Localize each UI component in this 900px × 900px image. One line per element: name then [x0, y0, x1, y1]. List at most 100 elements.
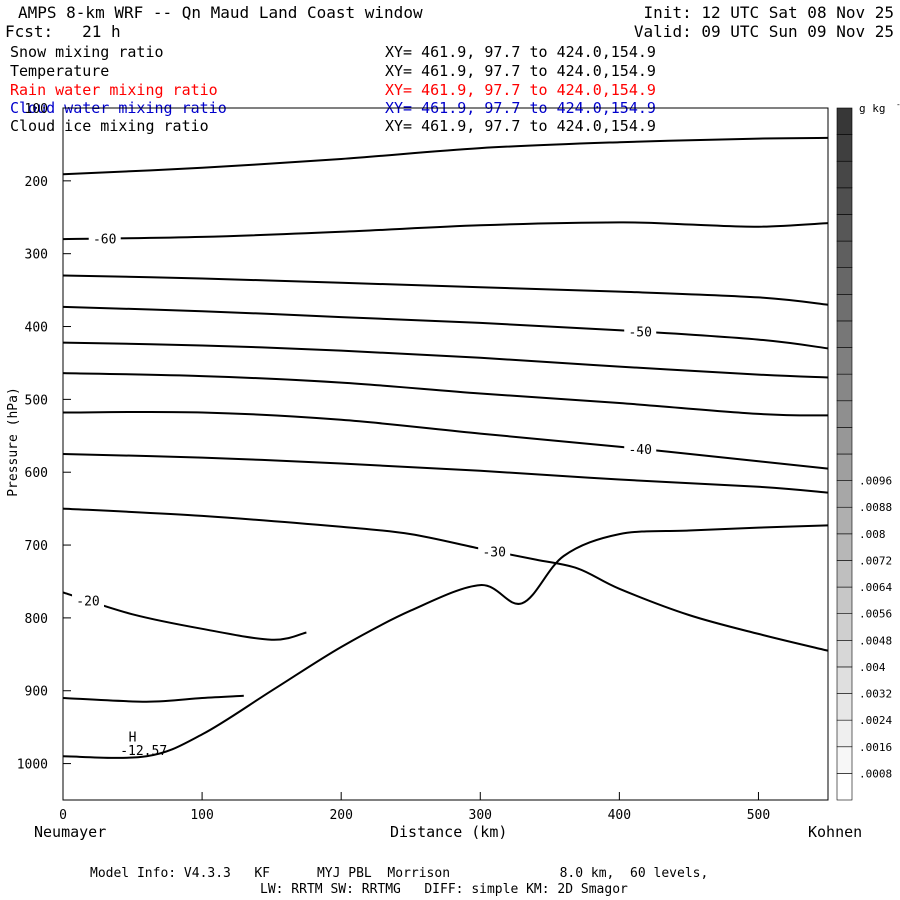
x-tick-label: 200 — [329, 808, 352, 823]
y-axis: 100 200 300 400 500 600 700 800 900 1000 — [17, 102, 71, 773]
terrain-surface — [62, 524, 829, 759]
colorbar-cell — [836, 506, 853, 535]
y-tick-label: 300 — [25, 248, 48, 263]
colorbar-cell — [836, 693, 853, 721]
forecast-hour: Fcst: 21 h — [5, 22, 121, 41]
x-start-label: Neumayer — [34, 823, 107, 841]
x-tick-label: 0 — [59, 808, 67, 823]
colorbar-cell — [836, 773, 853, 801]
contour-label: -30 — [482, 545, 505, 560]
field-xy: XY= 461.9, 97.7 to 424.0,154.9 — [385, 81, 656, 99]
colorbar-tick-label: .0096 — [859, 475, 892, 488]
x-tick-label: 100 — [190, 808, 213, 823]
cross-section-chart: -60 -50 -40 -30 -20 0 100 200 300 400 500 100 200 3… — [6, 100, 900, 823]
colorbar-cell — [836, 453, 853, 481]
colorbar-cell — [836, 480, 853, 508]
contour-label-bg — [478, 543, 511, 560]
contour-line — [62, 305, 829, 350]
y-tick-label: 500 — [25, 393, 48, 408]
field-xy: XY= 461.9, 97.7 to 424.0,154.9 — [385, 62, 656, 80]
y-tick-label: 200 — [25, 175, 48, 190]
contour-line — [62, 274, 829, 306]
colorbar-tick-label: .0056 — [859, 608, 892, 621]
contour-line — [62, 507, 829, 652]
colorbar-tick-label: .0024 — [859, 714, 892, 727]
colorbar-cell — [836, 294, 853, 322]
contour-label-bg — [72, 592, 105, 609]
chart-title: AMPS 8-km WRF -- Qn Maud Land Coast wind… — [18, 3, 423, 22]
contour-label: -40 — [628, 443, 651, 458]
y-tick-label: 100 — [25, 102, 48, 117]
y-axis-label: Pressure (hPa) — [6, 387, 21, 497]
colorbar-cell — [836, 666, 853, 694]
contour-label: -60 — [93, 232, 116, 247]
field-xy: XY= 461.9, 97.7 to 424.0,154.9 — [385, 43, 656, 61]
contour-label: -20 — [76, 594, 99, 609]
colorbar-tick-label: .008 — [859, 528, 886, 541]
contour-label: -50 — [628, 326, 651, 341]
x-tick-label: 400 — [608, 808, 631, 823]
contour-line — [62, 372, 829, 417]
contour-label-bg — [624, 323, 657, 340]
colorbar-cell — [836, 320, 853, 348]
colorbar-cell — [836, 400, 853, 428]
colorbar-cell — [836, 214, 853, 242]
field-name: Cloud ice mixing ratio — [10, 117, 209, 135]
colorbar-tick-label: .0048 — [859, 634, 892, 647]
colorbar-cell — [836, 640, 853, 668]
field-name: Snow mixing ratio — [10, 43, 164, 61]
colorbar-tick-label: .0064 — [859, 581, 892, 594]
init-time: Init: 12 UTC Sat 08 Nov 25 — [643, 3, 894, 22]
colorbar-cell — [836, 107, 853, 135]
x-tick-label: 500 — [747, 808, 770, 823]
contour-lines — [62, 136, 829, 703]
colorbar-cell — [836, 160, 853, 189]
contour-line — [62, 410, 829, 470]
colorbar-cell — [836, 240, 853, 268]
contour-line — [62, 453, 829, 494]
contour-line — [62, 136, 829, 176]
colorbar: .0008 .0016 .0024 .0032 .004 .0048 .0056 .0064.… — [836, 100, 900, 801]
y-tick-label: 900 — [25, 685, 48, 700]
colorbar-cell — [836, 267, 853, 295]
model-physics: LW: RRTM SW: RRTMG DIFF: simple KM: 2D S… — [260, 882, 628, 897]
contour-label-bg — [624, 440, 657, 457]
colorbar-unit-exponent: -1 — [896, 100, 900, 109]
contour-labels: -60 -50 -40 -30 -20 — [72, 230, 657, 609]
colorbar-tick-label: .004 — [859, 661, 886, 674]
plot-frame — [62, 107, 829, 801]
x-axis-label: Distance (km) — [390, 823, 508, 841]
annotations: H-12.57 — [120, 731, 167, 759]
y-tick-label: 800 — [25, 612, 48, 627]
x-end-label: Kohnen — [808, 823, 863, 841]
colorbar-cell — [836, 533, 853, 561]
x-axis: 0 100 200 300 400 500 — [59, 792, 770, 823]
colorbar-cell — [836, 719, 853, 748]
y-tick-label: 1000 — [17, 758, 48, 773]
field-name: Rain water mixing ratio — [10, 81, 218, 99]
colorbar-cell — [836, 560, 853, 588]
colorbar-cell — [836, 613, 853, 641]
colorbar-cell — [836, 586, 853, 614]
colorbar-tick-label: .0032 — [859, 688, 892, 701]
valid-time: Valid: 09 UTC Sun 09 Nov 25 — [633, 22, 894, 41]
colorbar-tick-label: .0088 — [859, 501, 892, 514]
colorbar-tick-label: .0072 — [859, 554, 892, 567]
colorbar-cell — [836, 427, 853, 455]
contour-line — [62, 591, 307, 641]
y-tick-label: 400 — [25, 321, 48, 336]
annotation-label: H — [129, 731, 137, 746]
colorbar-unit: g kg — [859, 102, 886, 115]
y-tick-label: 600 — [25, 466, 48, 481]
colorbar-tick-label: .0016 — [859, 741, 892, 754]
field-xy: XY= 461.9, 97.7 to 424.0,154.9 — [385, 117, 656, 135]
colorbar-cell — [836, 746, 853, 774]
colorbar-cell — [836, 347, 853, 375]
colorbar-cell — [836, 134, 853, 162]
contour-line — [62, 221, 829, 241]
colorbar-tick-label: .0008 — [859, 767, 892, 780]
annotation-label: -12.57 — [120, 744, 167, 759]
contour-line — [62, 694, 244, 703]
y-tick-label: 700 — [25, 539, 48, 554]
colorbar-cell — [836, 187, 853, 215]
